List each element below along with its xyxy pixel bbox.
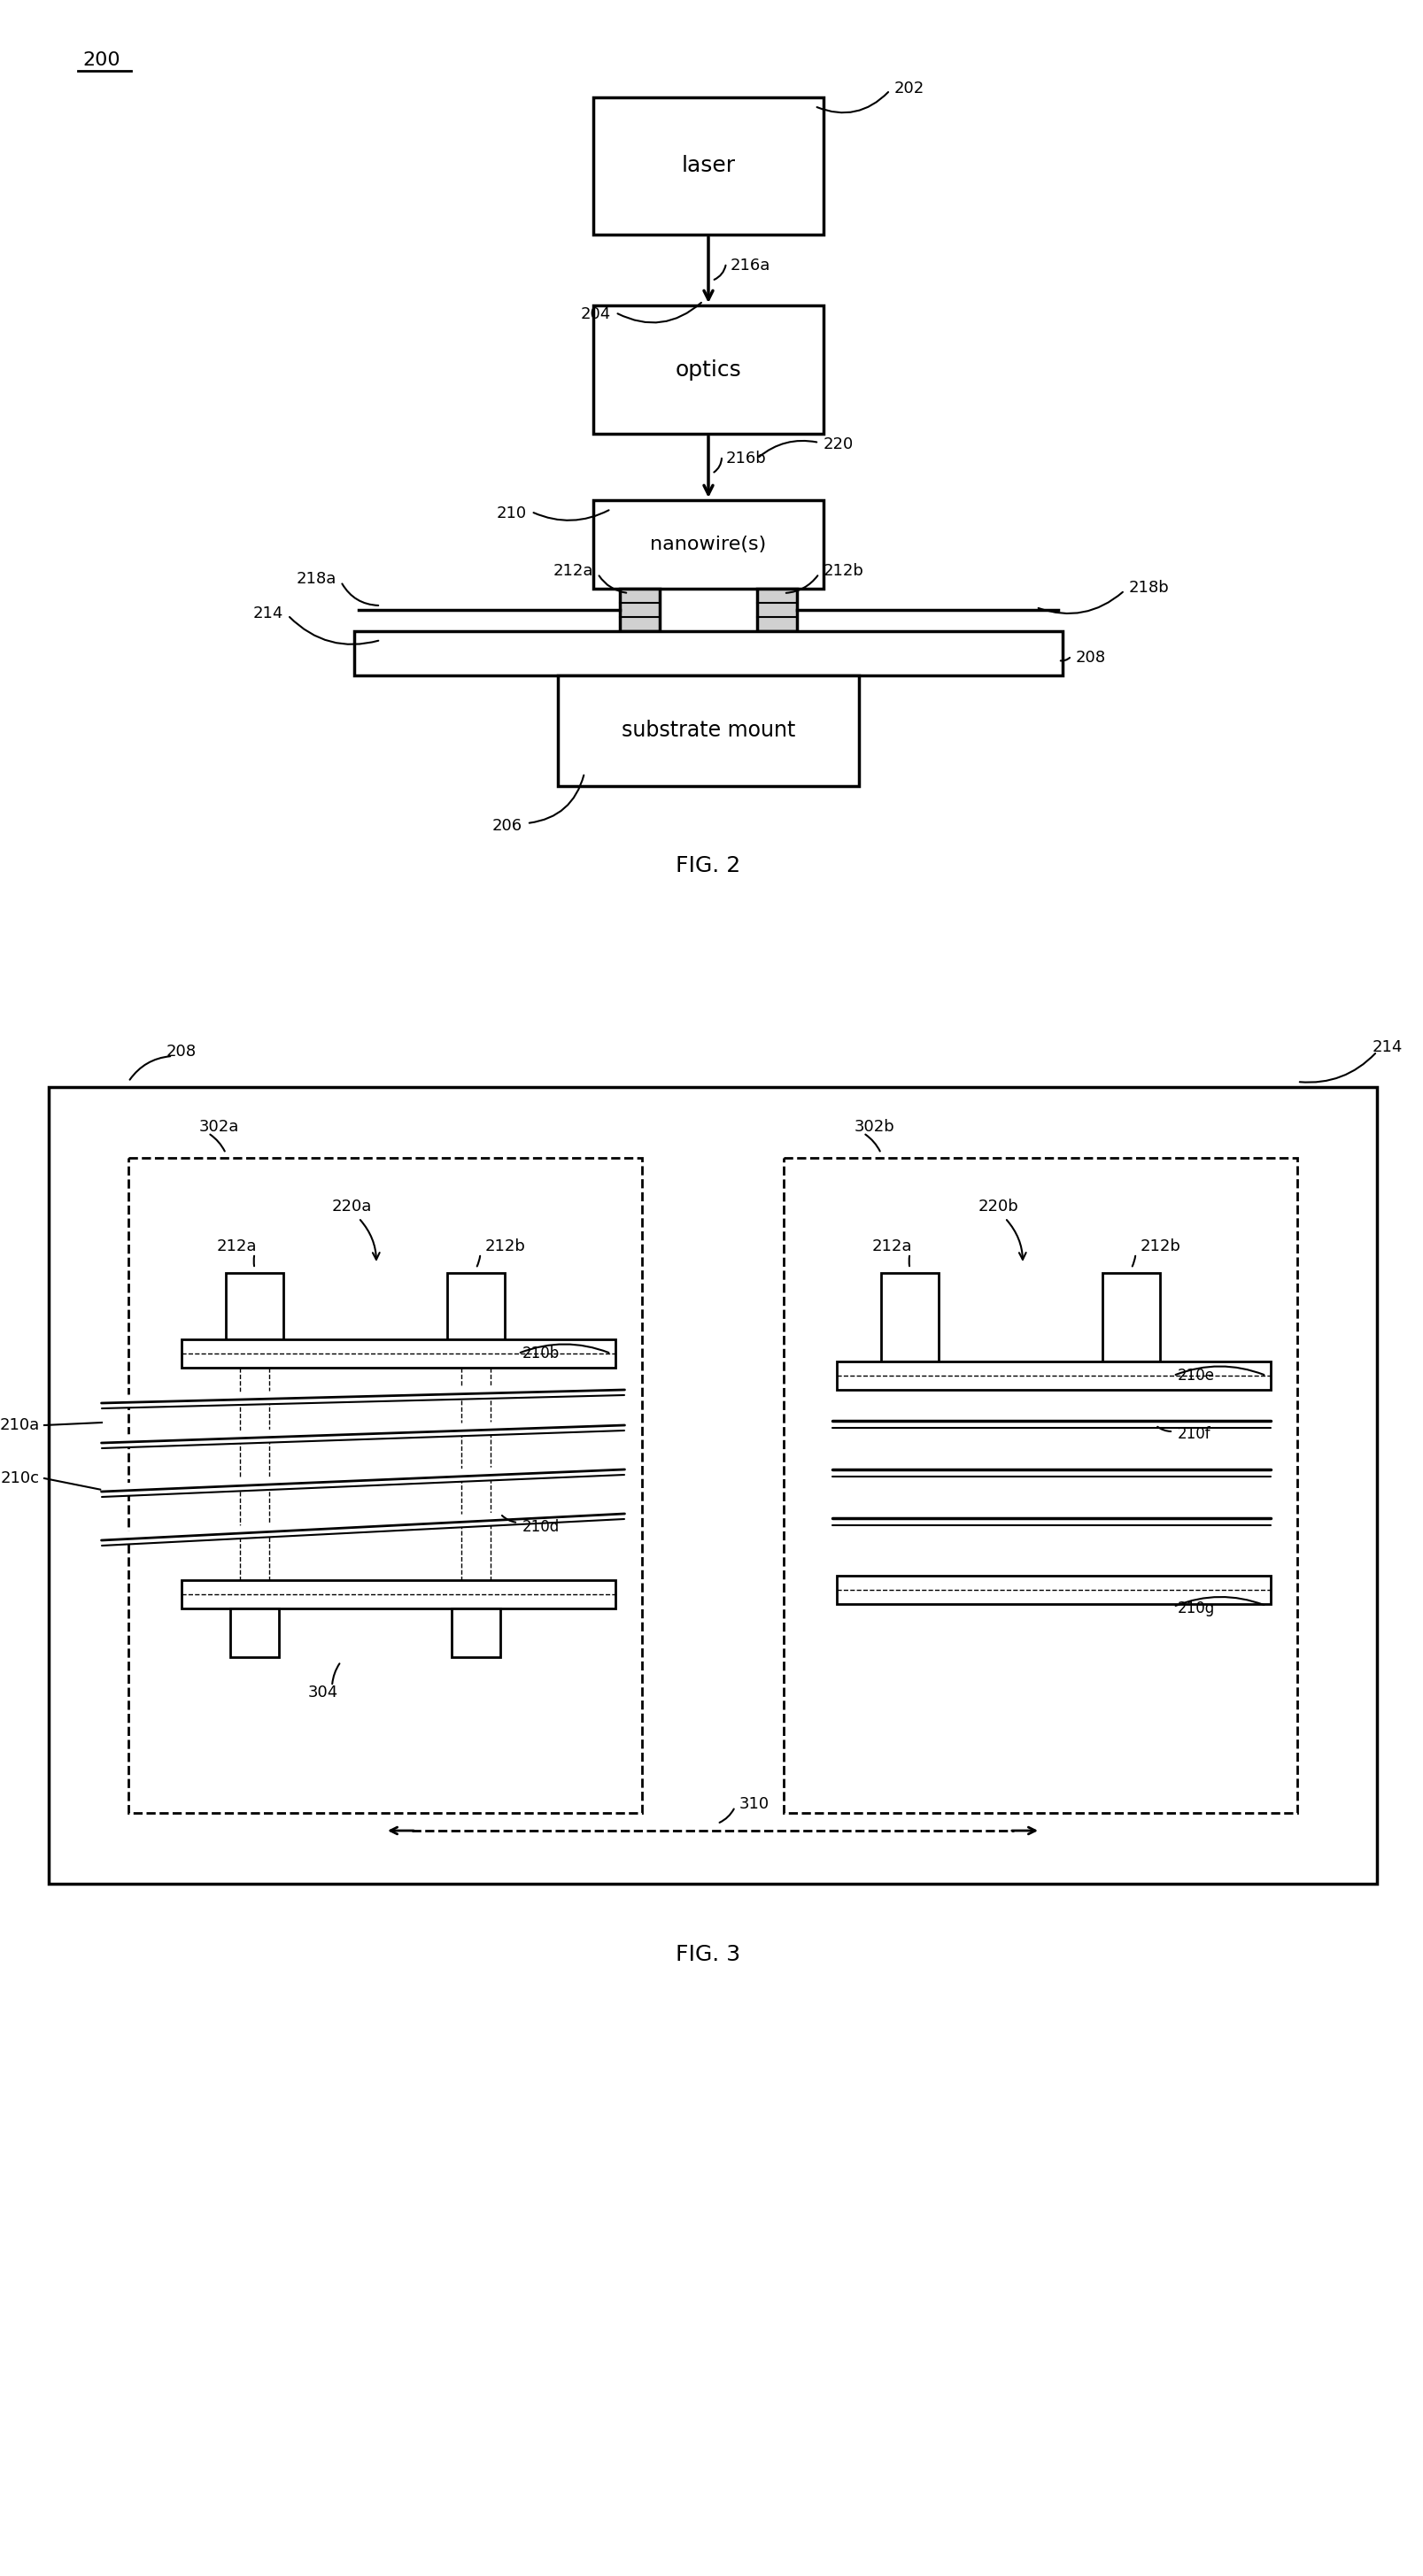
Text: 216b: 216b bbox=[726, 451, 767, 466]
Text: 202: 202 bbox=[895, 80, 925, 95]
Text: 210: 210 bbox=[497, 505, 527, 520]
Bar bbox=[837, 1363, 1271, 1391]
Text: FIG. 2: FIG. 2 bbox=[676, 855, 741, 876]
Text: 210g: 210g bbox=[1178, 1600, 1215, 1615]
Bar bbox=[784, 1157, 1298, 1814]
Bar bbox=[558, 675, 859, 786]
Text: 216a: 216a bbox=[730, 258, 771, 273]
Text: 212b: 212b bbox=[485, 1239, 525, 1255]
Text: 218a: 218a bbox=[296, 572, 336, 587]
Text: substrate mount: substrate mount bbox=[622, 721, 795, 742]
Text: 200: 200 bbox=[83, 52, 121, 70]
Bar bbox=[182, 1340, 615, 1368]
Text: 304: 304 bbox=[307, 1685, 339, 1700]
Polygon shape bbox=[832, 1515, 1271, 1528]
Bar bbox=[620, 590, 660, 631]
Polygon shape bbox=[102, 1463, 625, 1497]
Bar bbox=[1103, 1273, 1160, 1363]
Text: FIG. 3: FIG. 3 bbox=[676, 1945, 741, 1965]
Bar bbox=[128, 1157, 642, 1814]
Text: 220a: 220a bbox=[332, 1198, 373, 1213]
Text: 212a: 212a bbox=[872, 1239, 912, 1255]
Bar bbox=[881, 1273, 939, 1363]
Text: 212b: 212b bbox=[824, 564, 864, 580]
Text: 208: 208 bbox=[166, 1043, 196, 1059]
Bar bbox=[48, 1087, 1377, 1883]
Text: 214: 214 bbox=[1373, 1038, 1403, 1056]
Text: 208: 208 bbox=[1076, 649, 1106, 665]
Bar bbox=[593, 500, 824, 590]
Text: 212a: 212a bbox=[554, 564, 593, 580]
Text: 210c: 210c bbox=[1, 1471, 40, 1486]
Text: nanowire(s): nanowire(s) bbox=[650, 536, 767, 554]
Polygon shape bbox=[832, 1417, 1271, 1430]
Bar bbox=[231, 1607, 279, 1656]
Text: 302a: 302a bbox=[199, 1118, 239, 1136]
Bar bbox=[757, 590, 797, 631]
Text: 214: 214 bbox=[253, 605, 283, 621]
Text: optics: optics bbox=[676, 358, 741, 381]
Text: 210b: 210b bbox=[522, 1345, 559, 1363]
Bar bbox=[226, 1273, 283, 1340]
Text: 210f: 210f bbox=[1178, 1427, 1211, 1443]
Text: 220: 220 bbox=[824, 435, 854, 453]
Text: 302b: 302b bbox=[854, 1118, 895, 1136]
Polygon shape bbox=[102, 1507, 625, 1546]
Text: 210a: 210a bbox=[0, 1417, 40, 1432]
Polygon shape bbox=[832, 1466, 1271, 1479]
Text: 310: 310 bbox=[740, 1795, 770, 1811]
Text: 212a: 212a bbox=[216, 1239, 258, 1255]
Bar bbox=[447, 1273, 505, 1340]
Bar bbox=[593, 98, 824, 234]
Text: 218b: 218b bbox=[1128, 580, 1170, 595]
Bar bbox=[837, 1577, 1271, 1605]
Bar bbox=[451, 1607, 501, 1656]
Text: 206: 206 bbox=[492, 819, 522, 835]
Text: 210e: 210e bbox=[1178, 1368, 1215, 1383]
Text: laser: laser bbox=[682, 155, 736, 178]
Polygon shape bbox=[102, 1383, 625, 1406]
Bar bbox=[354, 631, 1063, 675]
Text: 210d: 210d bbox=[522, 1520, 559, 1535]
Bar bbox=[182, 1579, 615, 1607]
Bar bbox=[593, 307, 824, 433]
Text: 220b: 220b bbox=[979, 1198, 1019, 1213]
Polygon shape bbox=[102, 1419, 625, 1448]
Text: 212b: 212b bbox=[1140, 1239, 1181, 1255]
Text: 204: 204 bbox=[581, 307, 610, 322]
